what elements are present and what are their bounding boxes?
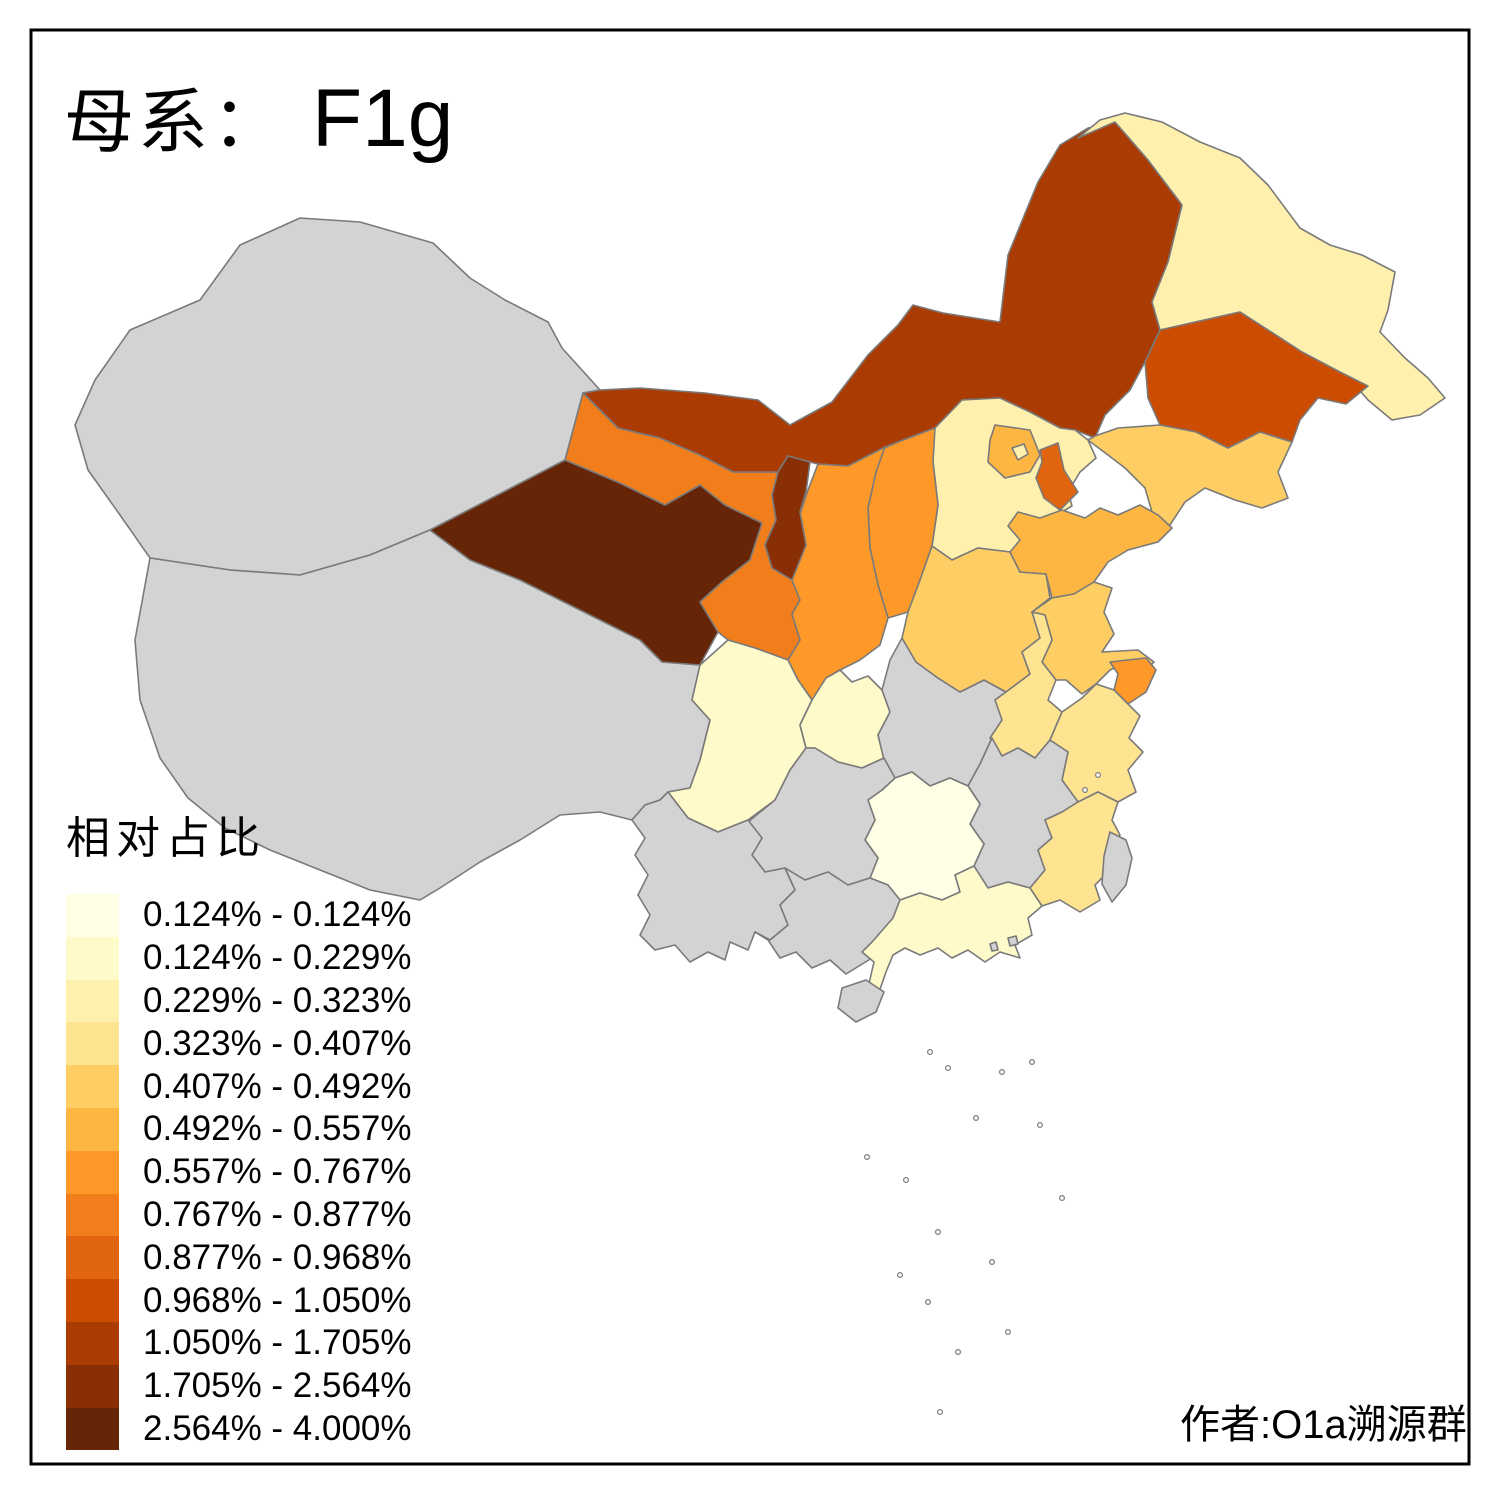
legend-label: 2.564% - 4.000% xyxy=(143,1408,412,1448)
legend-label: 0.323% - 0.407% xyxy=(143,1023,412,1063)
legend-item: 0.968% - 1.050% xyxy=(66,1279,412,1322)
legend-swatch xyxy=(66,979,119,1023)
province-liaoning xyxy=(1087,424,1293,529)
islet-dot xyxy=(988,1258,995,1265)
title-haplogroup: F1g xyxy=(312,73,454,164)
province-taiwan xyxy=(1101,831,1133,903)
province-neimenggu xyxy=(582,121,1183,473)
legend-item: 0.407% - 0.492% xyxy=(66,1065,412,1108)
title-prefix: 母系： xyxy=(64,85,286,162)
legend-label: 0.557% - 0.767% xyxy=(143,1152,412,1192)
legend-label: 0.492% - 0.557% xyxy=(143,1109,412,1149)
province-macau xyxy=(989,941,999,952)
legend-title: 相对占比 xyxy=(66,814,266,863)
islet-dot xyxy=(944,1064,951,1071)
legend-item: 2.564% - 4.000% xyxy=(66,1407,412,1451)
legend-item: 0.767% - 0.877% xyxy=(66,1193,412,1237)
legend-item: 0.229% - 0.323% xyxy=(66,979,412,1023)
page-title: 母系： F1g xyxy=(64,66,453,167)
islet-dot xyxy=(936,1408,943,1415)
province-hainan xyxy=(837,979,885,1023)
province-ningxia xyxy=(764,455,811,581)
islet-dot xyxy=(924,1298,931,1305)
province-layer xyxy=(74,112,1446,1023)
legend: 相对占比 0.124% - 0.124% 0.124% - 0.229% 0.229… xyxy=(66,802,412,1451)
legend-item: 0.877% - 0.968% xyxy=(66,1236,412,1280)
legend-label: 0.124% - 0.229% xyxy=(143,938,412,978)
legend-label: 0.124% - 0.124% xyxy=(143,895,412,935)
legend-label: 1.705% - 2.564% xyxy=(143,1366,412,1406)
legend-swatch xyxy=(66,1364,119,1408)
islet-dot xyxy=(863,1153,870,1160)
legend-swatch xyxy=(66,1022,119,1066)
islet-dot xyxy=(902,1176,909,1183)
south-china-sea-islets xyxy=(863,771,1101,1415)
legend-item: 0.323% - 0.407% xyxy=(66,1022,412,1066)
legend-label: 1.050% - 1.705% xyxy=(143,1323,412,1363)
legend-swatch xyxy=(66,1107,119,1151)
legend-swatch xyxy=(66,894,119,937)
legend-item: 0.492% - 0.557% xyxy=(66,1107,412,1151)
legend-label: 0.968% - 1.050% xyxy=(143,1280,412,1320)
legend-swatch xyxy=(66,1236,119,1280)
legend-swatch xyxy=(66,1150,119,1194)
legend-item: 1.705% - 2.564% xyxy=(66,1364,412,1408)
legend-swatch xyxy=(66,1321,119,1365)
legend-swatch xyxy=(66,1407,119,1451)
islet-dot xyxy=(998,1068,1005,1075)
province-yunnan xyxy=(631,791,796,963)
legend-swatch xyxy=(66,1279,119,1322)
islet-dot xyxy=(972,1114,979,1121)
legend-label: 0.877% - 0.968% xyxy=(143,1237,412,1277)
islet-dot xyxy=(896,1271,903,1278)
legend-item: 0.124% - 0.124% xyxy=(66,894,412,937)
attribution: 作者:O1a溯源群 xyxy=(1180,1403,1467,1447)
islet-dot xyxy=(1094,771,1101,778)
province-shanghai xyxy=(1109,657,1157,705)
islet-dot xyxy=(1081,786,1088,793)
legend-swatch xyxy=(66,1065,119,1108)
islet-dot xyxy=(1058,1194,1065,1201)
province-hongkong xyxy=(1007,935,1019,947)
legend-item: 0.557% - 0.767% xyxy=(66,1150,412,1194)
province-heilongjiang xyxy=(1077,112,1446,421)
islet-dot xyxy=(926,1048,933,1055)
province-fujian xyxy=(1029,791,1121,913)
islet-dot xyxy=(1036,1121,1043,1128)
legend-rows: 0.124% - 0.124% 0.124% - 0.229% 0.229% - 0… xyxy=(66,894,412,1451)
islet-dot xyxy=(1028,1058,1035,1065)
province-shaanxi xyxy=(787,446,889,701)
province-beijing-enclave xyxy=(1011,443,1029,461)
legend-item: 0.124% - 0.229% xyxy=(66,936,412,980)
legend-label: 0.767% - 0.877% xyxy=(143,1194,412,1234)
legend-label: 0.229% - 0.323% xyxy=(143,980,412,1020)
islet-dot xyxy=(1004,1328,1011,1335)
islet-dot xyxy=(934,1228,941,1235)
legend-label: 0.407% - 0.492% xyxy=(143,1066,412,1106)
plot-frame xyxy=(29,28,1471,1466)
legend-swatch xyxy=(66,936,119,980)
legend-item: 1.050% - 1.705% xyxy=(66,1321,412,1365)
legend-swatch xyxy=(66,1193,119,1237)
islet-dot xyxy=(954,1348,961,1355)
province-jilin xyxy=(1144,311,1369,449)
